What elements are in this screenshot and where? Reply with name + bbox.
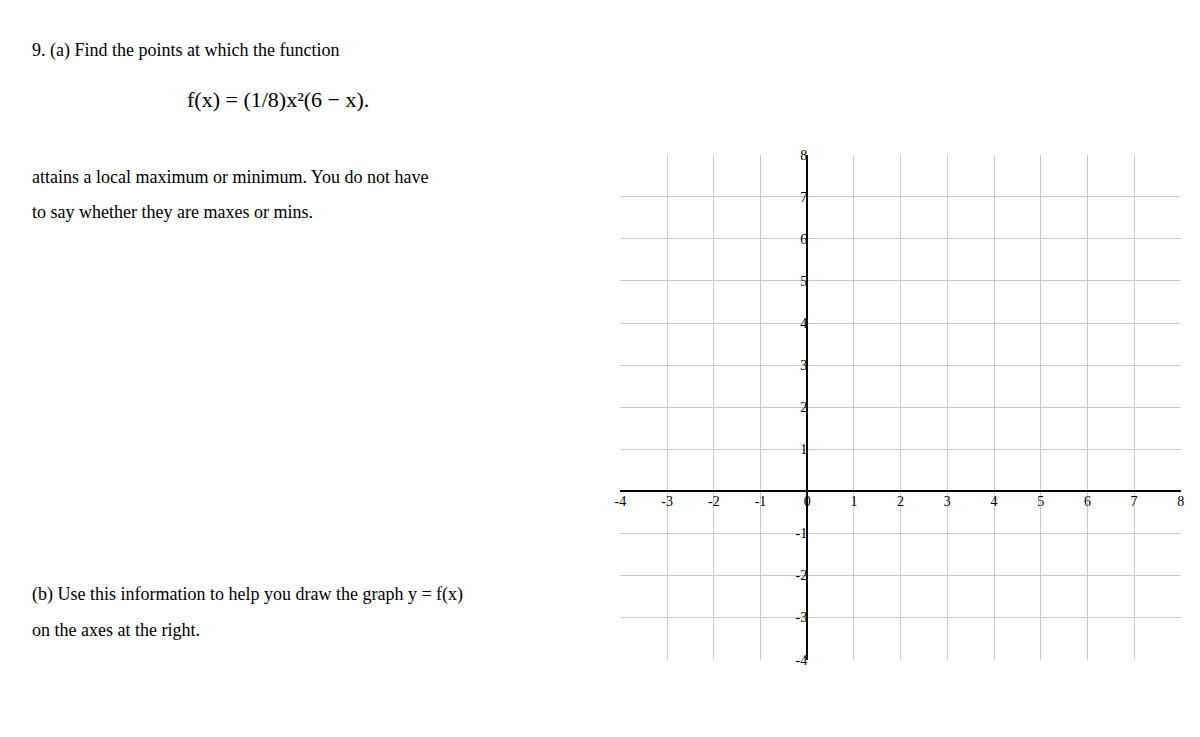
svg-text:5: 5	[1037, 494, 1044, 509]
svg-text:3: 3	[800, 358, 807, 373]
svg-text:-4: -4	[796, 653, 808, 668]
svg-text:2: 2	[897, 494, 904, 509]
svg-text:1: 1	[800, 442, 807, 457]
svg-text:4: 4	[800, 316, 807, 331]
svg-text:-3: -3	[796, 610, 808, 625]
svg-text:2: 2	[800, 400, 807, 415]
svg-text:to say whether they are maxes: to say whether they are maxes or mins.	[32, 202, 313, 222]
svg-text:-1: -1	[796, 526, 808, 541]
svg-text:(b) Use this information to he: (b) Use this information to help you dra…	[32, 584, 463, 605]
svg-text:8: 8	[1177, 494, 1184, 509]
svg-text:7: 7	[800, 190, 807, 205]
svg-text:5: 5	[800, 274, 807, 289]
svg-text:4: 4	[991, 494, 998, 509]
svg-text:6: 6	[1084, 494, 1091, 509]
svg-text:1: 1	[850, 494, 857, 509]
svg-text:6: 6	[800, 232, 807, 247]
svg-text:3: 3	[944, 494, 951, 509]
svg-text:attains a local maximum or min: attains a local maximum or minimum. You …	[32, 167, 428, 187]
svg-text:-1: -1	[755, 494, 767, 509]
svg-text:-2: -2	[796, 568, 808, 583]
svg-text:-2: -2	[708, 494, 720, 509]
svg-text:f(x) = (1/8)x²(6 − x).: f(x) = (1/8)x²(6 − x).	[187, 87, 369, 112]
svg-text:8: 8	[800, 148, 807, 163]
svg-text:-3: -3	[661, 494, 673, 509]
svg-text:on the axes at the right.: on the axes at the right.	[32, 620, 200, 640]
svg-text:0: 0	[804, 494, 811, 509]
svg-text:9. (a) Find the points at whic: 9. (a) Find the points at which the func…	[32, 40, 339, 61]
svg-text:7: 7	[1131, 494, 1138, 509]
svg-text:-4: -4	[615, 494, 627, 509]
